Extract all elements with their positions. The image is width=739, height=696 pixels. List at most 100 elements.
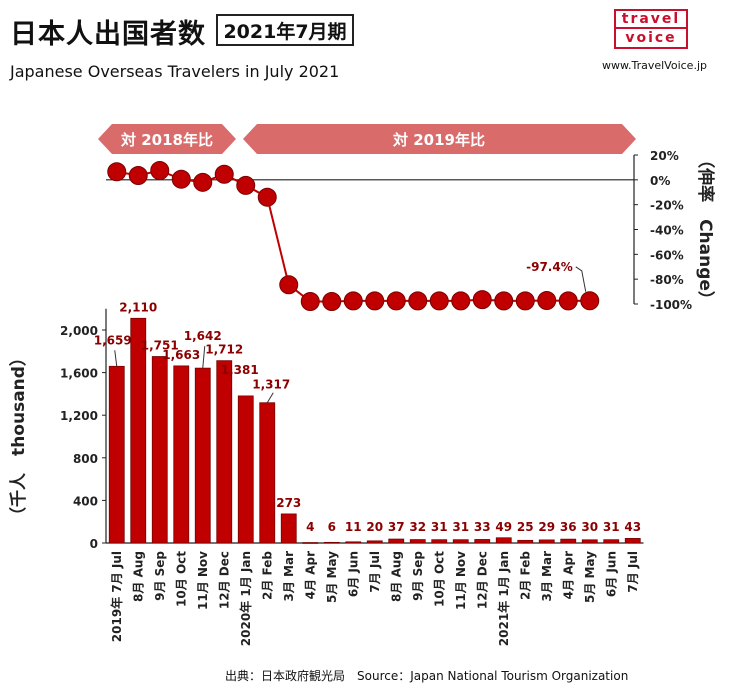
bar <box>431 539 448 544</box>
bar <box>624 538 641 544</box>
bar <box>366 540 383 544</box>
bar-value-label: 2,110 <box>119 300 157 314</box>
bar-category-label: 12月 Dec <box>217 551 231 609</box>
bar-value-label: 1,381 <box>221 363 259 377</box>
bar-category-label: 9月 Sep <box>153 551 167 601</box>
banner-2019 <box>243 124 636 154</box>
bar <box>495 537 512 544</box>
bar <box>280 513 297 544</box>
label-leader <box>202 346 206 369</box>
label-leader <box>266 392 274 403</box>
change-point <box>515 291 535 311</box>
change-point <box>451 291 471 311</box>
bar <box>345 541 362 544</box>
change-point <box>300 292 320 312</box>
bar <box>581 539 598 544</box>
line-y-tick-label: -60% <box>650 248 684 262</box>
bar-category-label: 11月 Nov <box>454 551 468 610</box>
bar <box>538 539 555 544</box>
bar-value-label: 32 <box>409 520 426 534</box>
bar-value-label: 11 <box>345 520 362 534</box>
bar-value-label: 1,659 <box>94 333 132 347</box>
bar <box>560 538 577 544</box>
change-point <box>193 172 213 192</box>
line-y-tick-label: 20% <box>650 149 679 163</box>
period-badge: 2021年7月期 <box>216 14 354 46</box>
bar-value-label: 31 <box>452 520 469 534</box>
bar <box>409 539 426 544</box>
bar <box>237 395 254 544</box>
bar <box>151 356 168 544</box>
bar-value-label: 1,712 <box>205 343 243 357</box>
change-point <box>322 292 342 312</box>
bar-category-label: 2021年 1月 Jan <box>496 551 511 646</box>
bar-category-label: 8月 Aug <box>131 551 145 602</box>
bar-value-label: 36 <box>560 520 577 534</box>
bar-category-label: 4月 Apr <box>303 551 317 599</box>
bar-value-label: 43 <box>624 520 641 534</box>
change-point <box>257 187 277 207</box>
bar-value-label: 31 <box>603 520 620 534</box>
change-point <box>558 291 578 311</box>
bar-y-tick-label: 1,600 <box>60 367 98 381</box>
bar <box>259 402 276 544</box>
bar-value-label: 20 <box>366 520 383 534</box>
change-point <box>429 291 449 311</box>
bar-category-label: 2019年 7月 Jul <box>109 551 124 642</box>
change-point <box>386 291 406 311</box>
bar <box>323 541 340 544</box>
bar <box>452 539 469 544</box>
bar <box>194 367 211 544</box>
bar-value-label: 6 <box>328 520 336 534</box>
bar-category-label: 2月 Feb <box>260 551 274 600</box>
bar-value-label: 4 <box>306 520 314 534</box>
bar-category-label: 9月 Sep <box>411 551 425 601</box>
change-point <box>408 291 428 311</box>
bar-y-tick-label: 400 <box>73 494 98 508</box>
change-line <box>116 169 590 303</box>
bar <box>173 365 190 544</box>
bar-value-label: 1,663 <box>162 348 200 362</box>
line-y-tick-label: -20% <box>650 199 684 213</box>
bar-category-label: 11月 Nov <box>196 551 210 610</box>
bar <box>130 317 147 544</box>
annotation-leader <box>575 266 587 292</box>
bar-value-label: 30 <box>581 520 598 534</box>
banner-2018 <box>98 124 236 154</box>
bar <box>474 539 491 544</box>
logo-line-travel: travel <box>614 9 688 29</box>
line-y-tick-label: -40% <box>650 224 684 238</box>
bar-category-label: 5月 May <box>583 551 597 603</box>
bar-category-label: 2020年 1月 Jan <box>238 551 253 646</box>
bar-value-label: 49 <box>495 520 512 534</box>
change-point <box>236 175 256 195</box>
bar-category-label: 4月 Apr <box>561 551 575 599</box>
bar-value-label: 1,642 <box>184 329 222 343</box>
bar-category-label: 6月 Jun <box>346 551 360 597</box>
bar-y-tick-label: 2,000 <box>60 324 98 338</box>
travelvoice-logo[interactable]: travel voice <box>614 9 688 49</box>
bar-value-label: 25 <box>517 520 534 534</box>
change-point <box>279 275 299 295</box>
bar-category-label: 8月 Aug <box>389 551 403 602</box>
bar <box>108 365 125 544</box>
bar <box>603 539 620 544</box>
bar <box>388 538 405 544</box>
line-y-tick-label: -100% <box>650 298 692 312</box>
change-point <box>150 161 170 181</box>
change-point <box>537 291 557 311</box>
change-annotation: -97.4% <box>526 260 573 274</box>
label-leader <box>114 350 118 367</box>
site-url[interactable]: www.TravelVoice.jp <box>602 59 707 72</box>
bar-value-label: 273 <box>276 496 301 510</box>
line-y-tick-label: -80% <box>650 273 684 287</box>
bar-y-axis-label: （千人 thousand） <box>8 349 29 524</box>
bar-category-label: 12月 Dec <box>475 551 489 609</box>
bar-category-label: 3月 Mar <box>540 551 554 602</box>
bar-category-label: 3月 Mar <box>282 551 296 602</box>
change-point <box>494 291 514 311</box>
bar-y-tick-label: 0 <box>90 537 98 551</box>
bar-category-label: 7月 Jul <box>626 551 640 593</box>
banner-2018-label: 対 2018年比 <box>120 131 213 149</box>
